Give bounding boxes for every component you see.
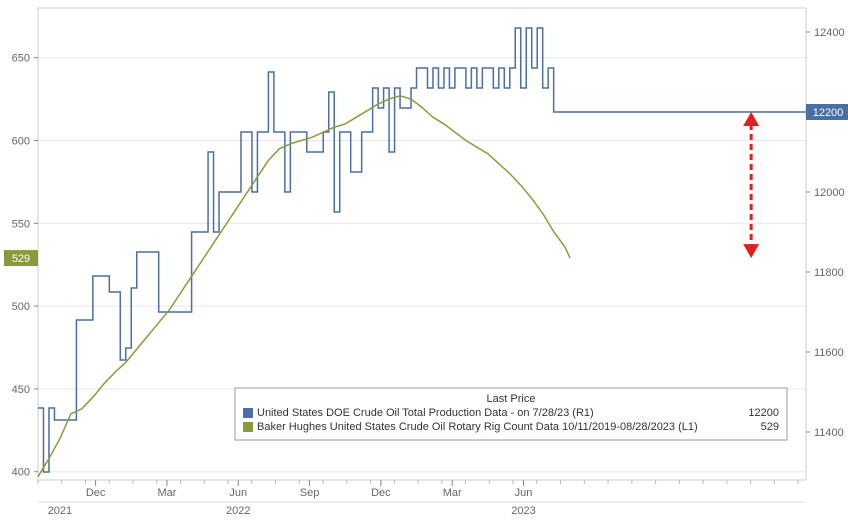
y-left-tick-label: 500 — [12, 301, 30, 313]
y-right-tick-label: 12000 — [814, 187, 845, 199]
y-right-tick-label: 12400 — [814, 27, 845, 39]
y-right-tick-label: 11400 — [814, 427, 844, 439]
legend-value: 529 — [761, 421, 779, 433]
x-tick-label: Jun — [229, 487, 247, 499]
y-left-tick-label: 650 — [12, 53, 30, 65]
legend-title: Last Price — [487, 393, 536, 405]
y-right-tick-label: 11800 — [814, 267, 844, 279]
y-left-tick-label: 450 — [12, 384, 30, 396]
x-year-label: 2021 — [48, 505, 72, 517]
x-tick-label: Jun — [515, 487, 533, 499]
chart-container: 400 450 500 550 600 650 11400 11600 11800 12000 12… — [0, 0, 848, 524]
x-tick-label: Mar — [443, 487, 462, 499]
x-year-label: 2022 — [226, 505, 250, 517]
svg-text:12200: 12200 — [813, 107, 844, 119]
legend-label: United States DOE Crude Oil Total Produc… — [257, 407, 594, 419]
chart-svg: 400 450 500 550 600 650 11400 11600 11800 12000 12… — [0, 0, 848, 524]
legend: Last Price United States DOE Crude Oil To… — [235, 388, 787, 440]
y-right-tick-label: 11600 — [814, 347, 844, 359]
x-year-label: 2023 — [511, 505, 535, 517]
svg-text:529: 529 — [12, 253, 30, 265]
x-tick-label: Sep — [300, 487, 320, 499]
right-callout: 12200 — [806, 104, 848, 120]
x-tick-label: Dec — [86, 487, 106, 499]
legend-swatch — [243, 422, 253, 432]
legend-swatch — [243, 408, 253, 418]
y-left-tick-label: 550 — [12, 218, 30, 230]
x-tick-label: Dec — [371, 487, 391, 499]
legend-label: Baker Hughes United States Crude Oil Rot… — [257, 421, 698, 433]
legend-value: 12200 — [748, 407, 779, 419]
y-left-tick-label: 400 — [12, 467, 30, 479]
y-left-tick-label: 600 — [12, 135, 30, 147]
x-tick-label: Mar — [157, 487, 176, 499]
left-callout: 529 — [4, 250, 38, 266]
